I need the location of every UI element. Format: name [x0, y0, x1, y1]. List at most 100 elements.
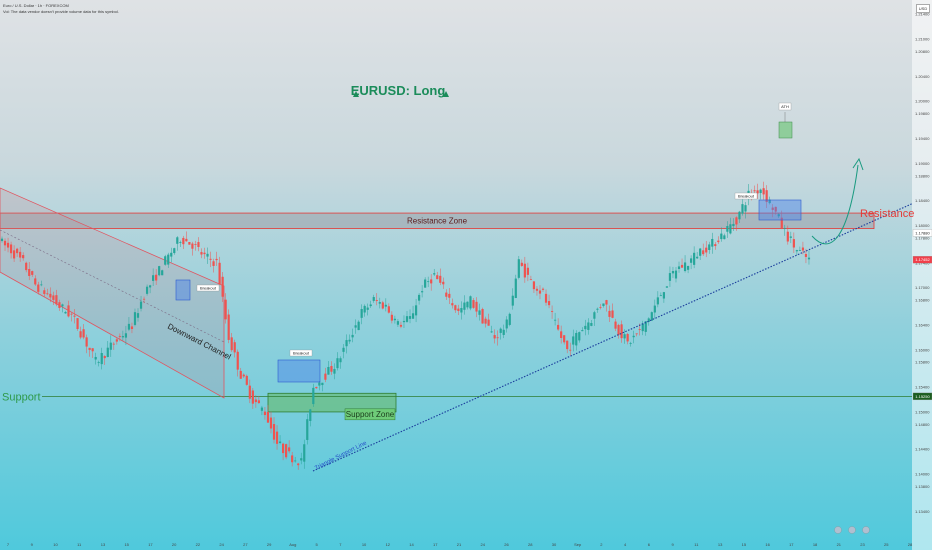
candle-body	[315, 387, 318, 389]
candle-body	[321, 382, 324, 386]
candle	[73, 309, 76, 324]
candle-body	[783, 227, 786, 229]
candle-body	[623, 334, 626, 339]
candle	[517, 255, 520, 280]
candle-body	[547, 301, 551, 306]
currency-button[interactable]: USD	[916, 4, 930, 13]
x-tick-label: 20	[172, 542, 177, 547]
candle-body	[717, 240, 720, 243]
candle	[55, 289, 58, 307]
candle-body	[88, 347, 91, 350]
candle-body	[106, 347, 109, 358]
candle-body	[375, 300, 378, 302]
candle-body	[339, 358, 342, 363]
candle	[505, 316, 508, 333]
event-flag-icon	[834, 526, 842, 534]
candle	[508, 312, 511, 327]
candle-body	[103, 356, 106, 359]
candle-body	[236, 351, 239, 370]
y-tick-label: 1.21400	[915, 12, 930, 17]
candle	[49, 287, 52, 303]
candle	[294, 456, 297, 463]
candle-body	[161, 270, 164, 276]
candle-body	[457, 308, 460, 311]
candle-body	[496, 337, 499, 339]
candle-body	[37, 284, 40, 292]
candle-body	[493, 335, 496, 339]
candle	[118, 333, 121, 342]
candle	[520, 259, 523, 267]
candle	[9, 241, 13, 259]
candle-body	[227, 314, 230, 340]
candle	[167, 252, 170, 268]
candle	[768, 196, 771, 205]
candle	[611, 303, 614, 319]
candle-body	[417, 294, 421, 301]
candle-body	[560, 331, 563, 339]
candle-body	[275, 431, 279, 444]
candle-body	[584, 325, 587, 330]
candle	[230, 332, 233, 352]
candle-body	[605, 300, 608, 305]
candle-body	[647, 318, 650, 322]
candle	[587, 318, 590, 335]
candle-body	[792, 239, 795, 248]
candle	[726, 221, 729, 238]
breakout-label: Breakout	[738, 194, 755, 199]
candle	[94, 352, 97, 365]
candle-body	[46, 293, 49, 295]
resistance-zone-label: Resistance Zone	[407, 217, 468, 226]
x-tick-label: 12	[386, 542, 391, 547]
breakout-box	[175, 279, 191, 301]
candle	[732, 218, 735, 231]
candle	[693, 246, 696, 269]
candle	[315, 386, 318, 389]
candle-body	[16, 248, 19, 254]
candle-body	[3, 240, 7, 246]
x-tick-label: 6	[648, 542, 651, 547]
candle-body	[6, 242, 10, 248]
candle	[297, 462, 300, 470]
candle	[544, 289, 548, 306]
candle	[560, 325, 563, 344]
candle-body	[472, 300, 475, 308]
candle	[324, 367, 327, 383]
candle-body	[345, 340, 348, 347]
candle-body	[771, 207, 774, 210]
candle	[300, 452, 303, 465]
candle	[179, 240, 182, 247]
candle-body	[575, 332, 578, 346]
candle-body	[490, 331, 493, 333]
candle-body	[629, 342, 632, 344]
candle-body	[82, 329, 85, 338]
candle-body	[121, 336, 124, 338]
candle	[433, 268, 436, 277]
x-tick-label: Sep	[574, 542, 582, 547]
candle-body	[451, 303, 454, 306]
candle	[342, 344, 345, 359]
candle	[599, 303, 602, 310]
x-tick-label: Aug	[289, 542, 296, 547]
candle-body	[514, 278, 517, 299]
support-zone-label-box	[344, 408, 396, 421]
candle-body	[327, 366, 330, 375]
candle	[266, 405, 270, 424]
candle-body	[124, 333, 128, 338]
candle-body	[76, 318, 79, 329]
event-flag-icon	[848, 526, 856, 534]
y-tick-label: 1.15000	[915, 409, 930, 414]
candle-body	[668, 273, 672, 281]
candle	[58, 299, 61, 311]
candle	[242, 373, 245, 378]
candle	[248, 379, 251, 404]
candle-body	[532, 281, 536, 290]
candle-body	[789, 236, 792, 238]
candle-body	[487, 319, 490, 326]
price-tag	[912, 256, 932, 264]
candle	[617, 323, 620, 339]
candle-body	[324, 373, 327, 380]
candle-body	[478, 310, 481, 315]
candle-body	[58, 302, 61, 308]
